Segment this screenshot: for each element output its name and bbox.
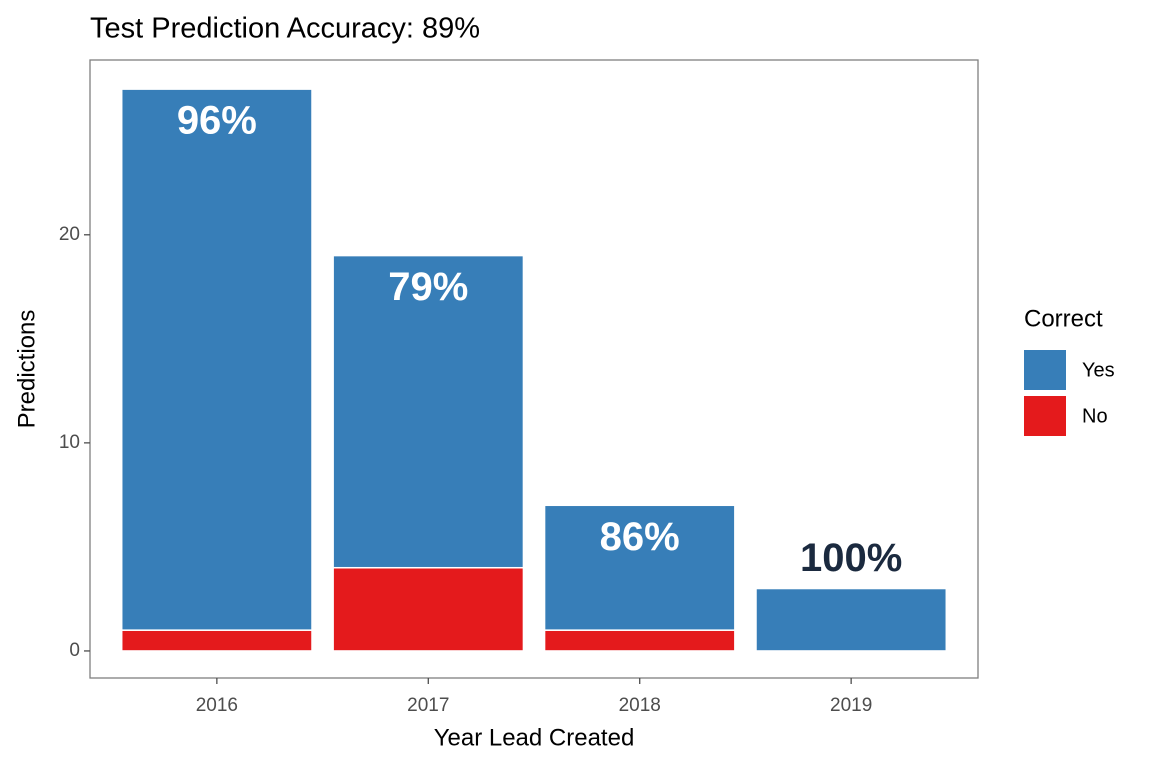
bar-label: 100%: [800, 536, 902, 580]
bar-segment: [543, 504, 736, 631]
chart-title: Test Prediction Accuracy: 89%: [90, 13, 480, 45]
x-tick-label: 2018: [619, 695, 661, 716]
bar-label: 86%: [600, 515, 680, 559]
y-tick-label: 0: [69, 640, 80, 661]
bar-label: 79%: [388, 265, 468, 309]
bar-label: 96%: [177, 99, 257, 143]
bar-segment: [755, 587, 948, 652]
panel-border: [89, 59, 979, 679]
legend-swatch: [1024, 396, 1066, 436]
y-tick-label: 20: [59, 224, 80, 245]
legend-swatch: [1024, 350, 1066, 390]
bar-segment: [120, 88, 313, 631]
legend-title: Correct: [1024, 305, 1103, 332]
x-tick-label: 2016: [196, 695, 238, 716]
legend-label: No: [1082, 405, 1108, 427]
x-tick-label: 2017: [407, 695, 449, 716]
x-tick-label: 2019: [830, 695, 872, 716]
bar-segment: [332, 566, 525, 652]
legend-label: Yes: [1082, 359, 1115, 381]
bar-segment: [120, 629, 313, 652]
y-tick-label: 10: [59, 432, 80, 453]
bar-segment: [543, 629, 736, 652]
x-axis-title: Year Lead Created: [434, 724, 635, 751]
y-axis-title: Predictions: [13, 310, 40, 429]
bar-segment: [332, 254, 525, 569]
